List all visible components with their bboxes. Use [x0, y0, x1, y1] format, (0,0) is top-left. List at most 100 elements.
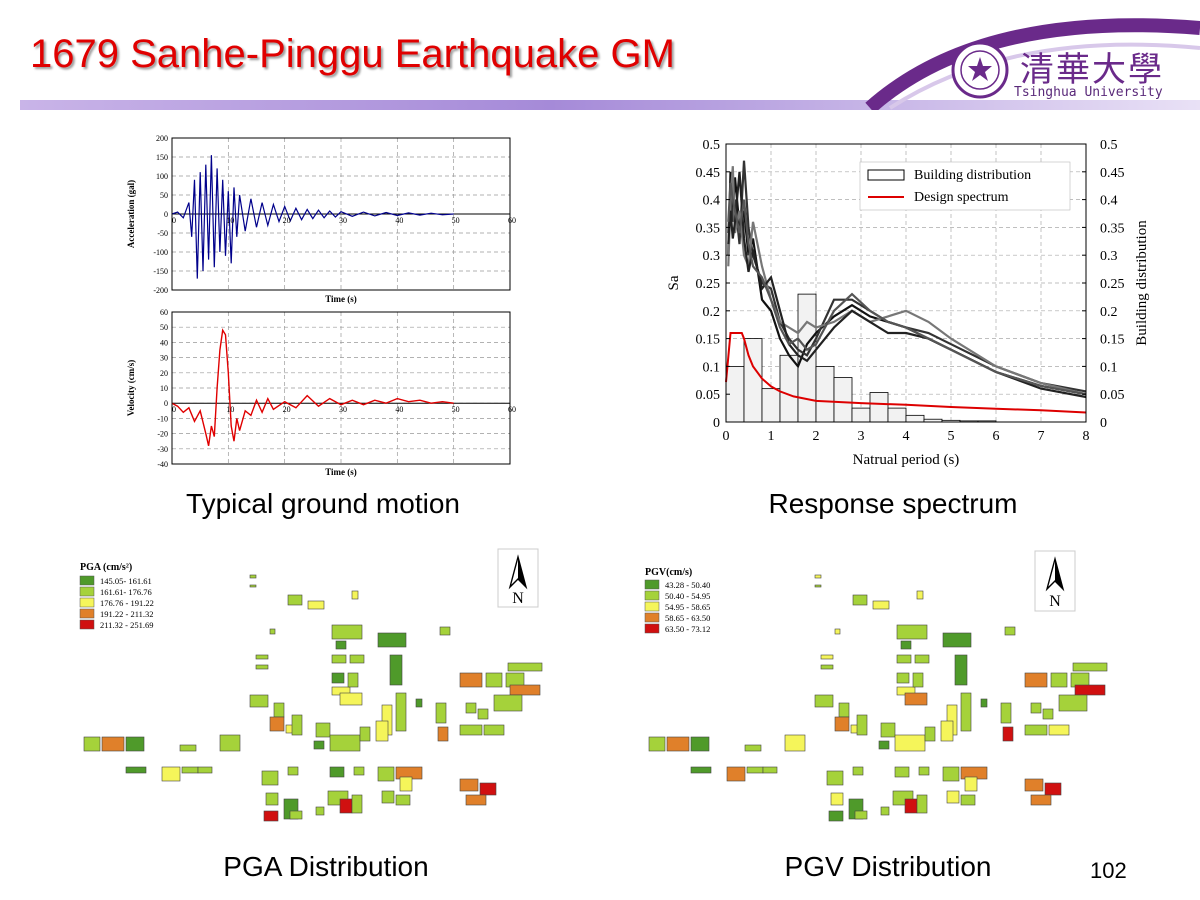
- building-block: [1004, 626, 1016, 636]
- legend-swatch: [644, 579, 660, 590]
- building-block: [880, 722, 896, 738]
- acceleration-x-label: Time (s): [325, 294, 357, 304]
- building-block: [924, 726, 936, 742]
- building-block: [389, 654, 403, 686]
- acc-y-tick-label: 100: [156, 172, 168, 181]
- histogram-bar: [779, 354, 799, 423]
- building-block: [834, 628, 841, 635]
- spectrum-x-tick-label: 3: [858, 429, 865, 444]
- legend-label: 161.61- 176.76: [100, 587, 152, 597]
- spectrum-right-y-tick-label: 0: [1100, 416, 1107, 431]
- building-block: [263, 810, 279, 822]
- building-block: [269, 628, 276, 635]
- building-block: [820, 664, 834, 670]
- building-block: [1058, 694, 1088, 712]
- building-block: [960, 794, 976, 806]
- building-block: [1024, 724, 1048, 736]
- building-block: [830, 792, 844, 806]
- spectrum-y-tick-label: 0.35: [696, 221, 721, 236]
- vel-x-tick-label: 0: [172, 405, 176, 414]
- acceleration-chart: -200 -150 -100 -50 0 50 100 150 200 0 10 20 30 40 50 6…: [126, 134, 516, 304]
- acceleration-plot-frame: [171, 137, 511, 291]
- building-block: [896, 672, 910, 684]
- building-block: [854, 810, 868, 820]
- legend-swatch: [644, 623, 660, 634]
- acc-y-tick-label: 50: [160, 191, 168, 200]
- building-block: [826, 770, 844, 786]
- spectrum-right-y-tick-label: 0.3: [1100, 249, 1118, 264]
- histogram-bar: [815, 365, 835, 423]
- building-block: [269, 716, 285, 732]
- building-block: [914, 654, 930, 664]
- legend-entry-building-distribution: Building distribution: [914, 168, 1031, 183]
- building-block: [339, 692, 363, 706]
- building-distribution-bars: [725, 293, 997, 423]
- building-block: [1050, 672, 1068, 688]
- acc-x-tick-label: 10: [226, 216, 234, 225]
- velocity-y-label: Velocity (cm/s): [126, 360, 136, 416]
- building-block: [307, 600, 325, 610]
- spectrum-right-y-tick-label: 0.25: [1100, 277, 1125, 292]
- acc-x-tick-label: 20: [283, 216, 291, 225]
- building-block: [838, 702, 850, 718]
- building-block: [351, 590, 359, 600]
- building-block: [916, 794, 928, 814]
- spectrum-right-y-tick-label: 0.35: [1100, 221, 1125, 236]
- legend-label: 211.32 - 251.69: [100, 620, 154, 630]
- building-block: [784, 734, 806, 752]
- spectrum-x-tick-label: 1: [768, 429, 775, 444]
- acc-x-tick-label: 50: [452, 216, 460, 225]
- building-block: [101, 736, 125, 752]
- building-block: [493, 694, 523, 712]
- design-spectrum-line: [725, 332, 1087, 414]
- building-block: [331, 624, 363, 640]
- legend-swatch-histogram: [867, 169, 905, 181]
- building-block: [878, 740, 890, 750]
- legend-swatch: [79, 575, 95, 586]
- building-block: [690, 736, 710, 752]
- title-underline: [20, 100, 1200, 110]
- legend-swatch: [79, 619, 95, 630]
- caption-response-spectrum: Response spectrum: [768, 488, 1018, 519]
- histogram-bar: [887, 407, 907, 423]
- logo-chinese-name: 清華大學: [1020, 50, 1164, 90]
- building-block: [331, 654, 347, 664]
- spectrum-x-label: Natrual period (s): [853, 452, 960, 468]
- building-block: [459, 724, 483, 736]
- building-block: [161, 766, 181, 782]
- spectrum-y-tick-label: 0.15: [696, 333, 721, 348]
- pga-north-label: N: [512, 590, 524, 607]
- building-block: [896, 654, 912, 664]
- spectrum-right-y-tick-label: 0.2: [1100, 305, 1118, 320]
- response-spectrum-chart: 00.050.10.150.20.250.30.350.40.450.5 00.…: [666, 138, 1150, 468]
- building-block: [856, 714, 868, 736]
- spectrum-right-y-tick-label: 0.45: [1100, 166, 1125, 181]
- legend-label: 54.95 - 58.65: [665, 602, 710, 612]
- building-block: [477, 708, 489, 720]
- building-block: [954, 654, 968, 686]
- velocity-x-ticks: 0 10 20 30 40 50 60: [172, 405, 516, 414]
- histogram-bar: [851, 407, 871, 423]
- building-block: [255, 654, 269, 660]
- building-block: [249, 694, 269, 708]
- vel-y-tick-label: -30: [157, 445, 168, 454]
- header-arc-decoration: [865, 18, 1200, 110]
- velocity-y-ticks: -40 -30 -20 -10 0 10 20 30 40 50 60: [157, 308, 168, 469]
- building-block: [904, 798, 918, 814]
- building-block: [852, 766, 864, 776]
- acc-x-tick-label: 0: [172, 216, 176, 225]
- spectrum-curve: [727, 160, 1087, 393]
- building-block: [83, 736, 101, 752]
- legend-swatch: [644, 590, 660, 601]
- pga-north-arrow: N: [497, 548, 539, 608]
- building-block: [353, 766, 365, 776]
- building-block: [507, 662, 543, 672]
- building-block: [465, 794, 487, 806]
- acc-y-tick-label: 150: [156, 153, 168, 162]
- slide-title: 1679 Sanhe-Pinggu Earthquake GM: [30, 32, 675, 76]
- legend-label: 191.22 - 211.32: [100, 609, 154, 619]
- vel-x-tick-label: 40: [395, 405, 403, 414]
- vel-y-tick-label: -40: [157, 460, 168, 469]
- building-block: [459, 672, 483, 688]
- vel-y-tick-label: 50: [160, 323, 168, 332]
